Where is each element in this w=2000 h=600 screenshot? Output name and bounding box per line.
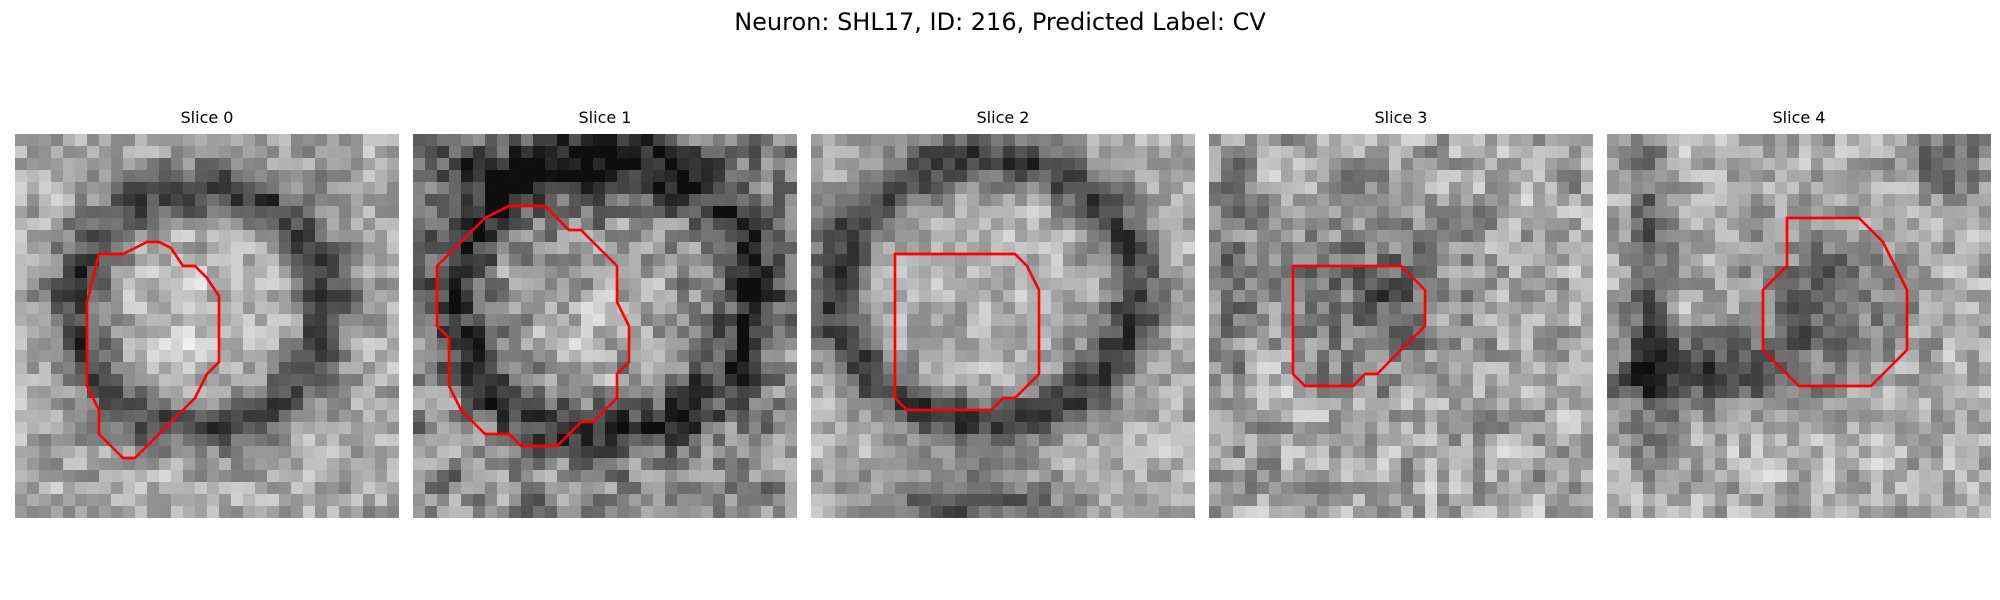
slice-title-4: Slice 4 — [1772, 108, 1826, 127]
microscopy-slice-image-3 — [1209, 134, 1593, 518]
segmentation-contour-3 — [1291, 264, 1427, 388]
slice-panel-4: Slice 4 — [1607, 108, 1991, 520]
slice-panel-0: Slice 0 — [15, 108, 399, 520]
slice-panel-2: Slice 2 — [811, 108, 1195, 520]
microscopy-slice-image-2 — [811, 134, 1195, 518]
segmentation-contour-0 — [85, 240, 221, 460]
slice-title-1: Slice 1 — [578, 108, 632, 127]
slice-panel-3: Slice 3 — [1209, 108, 1593, 520]
microscopy-slice-image-0 — [15, 134, 399, 518]
segmentation-contour-1 — [435, 204, 631, 448]
figure-title: Neuron: SHL17, ID: 216, Predicted Label:… — [734, 8, 1266, 36]
segmentation-contour-4 — [1761, 216, 1909, 388]
microscopy-slice-image-1 — [413, 134, 797, 518]
slice-panel-1: Slice 1 — [413, 108, 797, 520]
segmentation-contour-2 — [893, 252, 1041, 412]
slice-title-2: Slice 2 — [976, 108, 1030, 127]
microscopy-slice-image-4 — [1607, 134, 1991, 518]
slice-title-0: Slice 0 — [180, 108, 234, 127]
slice-title-3: Slice 3 — [1374, 108, 1428, 127]
